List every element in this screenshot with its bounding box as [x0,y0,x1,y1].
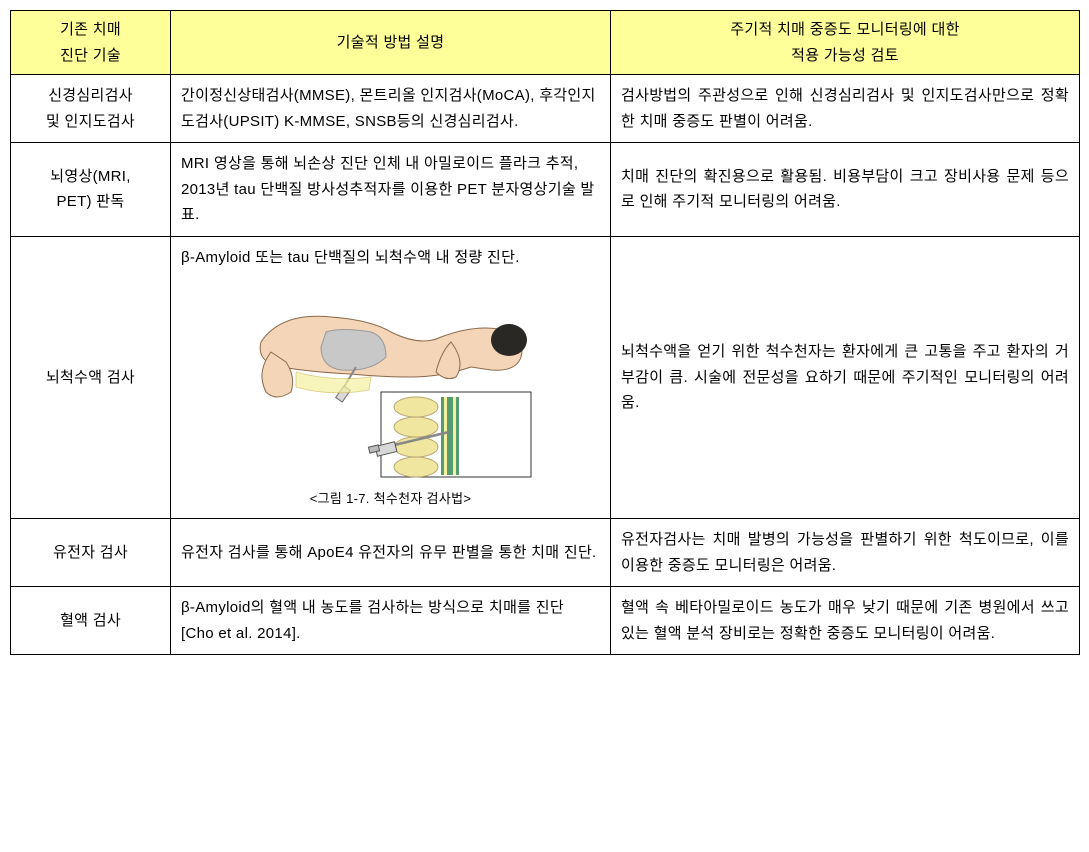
row-review: 혈액 속 베타아밀로이드 농도가 매우 낮기 때문에 기존 병원에서 쓰고 있는… [611,587,1080,655]
header-applicability: 주기적 치매 중증도 모니터링에 대한 적용 가능성 검토 [611,11,1080,75]
review-text: 치매 진단의 확진용으로 활용됨. 비용부담이 크고 장비사용 문제 등으로 인… [621,168,1069,211]
table-row: 유전자 검사 유전자 검사를 통해 ApoE4 유전자의 유무 판별을 통한 치… [11,519,1080,587]
header-text: 기술적 방법 설명 [337,34,445,51]
row-desc: β-Amyloid 또는 tau 단백질의 뇌척수액 내 정량 진단. [171,236,611,519]
label-text: PET) 판독 [56,193,124,210]
label-text: 신경심리검사 [48,87,133,104]
header-text: 적용 가능성 검토 [791,47,899,64]
header-existing-tech: 기존 치매 진단 기술 [11,11,171,75]
table-row: 혈액 검사 β-Amyloid의 혈액 내 농도를 검사하는 방식으로 치매를 … [11,587,1080,655]
label-text: 및 인지도검사 [46,113,135,130]
label-text: 유전자 검사 [53,544,128,561]
table-row: 뇌영상(MRI, PET) 판독 MRI 영상을 통해 뇌손상 진단 인체 내 … [11,143,1080,237]
figure-caption: <그림 1-7. 척수천자 검사법> [241,488,541,510]
lumbar-puncture-illustration [241,282,541,482]
row-desc: 유전자 검사를 통해 ApoE4 유전자의 유무 판별을 통한 치매 진단. [171,519,611,587]
header-text: 기존 치매 [60,21,121,38]
row-label: 뇌영상(MRI, PET) 판독 [11,143,171,237]
table-row: 신경심리검사 및 인지도검사 간이정신상태검사(MMSE), 몬트리올 인지검사… [11,75,1080,143]
row-desc: 간이정신상태검사(MMSE), 몬트리올 인지검사(MoCA), 후각인지도검사… [171,75,611,143]
table-row: 뇌척수액 검사 β-Amyloid 또는 tau 단백질의 뇌척수액 내 정량 … [11,236,1080,519]
label-text: 혈액 검사 [60,612,121,629]
desc-text: MRI 영상을 통해 뇌손상 진단 인체 내 아밀로이드 플라크 추적, 201… [181,155,595,223]
header-text: 주기적 치매 중증도 모니터링에 대한 [730,21,959,38]
row-review: 유전자검사는 치매 발병의 가능성을 판별하기 위한 척도이므로, 이를 이용한… [611,519,1080,587]
desc-text: β-Amyloid의 혈액 내 농도를 검사하는 방식으로 치매를 진단 [Ch… [181,599,564,642]
row-label: 뇌척수액 검사 [11,236,171,519]
label-text: 뇌척수액 검사 [46,369,135,386]
row-desc: β-Amyloid의 혈액 내 농도를 검사하는 방식으로 치매를 진단 [Ch… [171,587,611,655]
table-header-row: 기존 치매 진단 기술 기술적 방법 설명 주기적 치매 중증도 모니터링에 대… [11,11,1080,75]
header-text: 진단 기술 [60,47,121,64]
header-method-desc: 기술적 방법 설명 [171,11,611,75]
row-review: 검사방법의 주관성으로 인해 신경심리검사 및 인지도검사만으로 정확한 치매 … [611,75,1080,143]
row-review: 뇌척수액을 얻기 위한 척수천자는 환자에게 큰 고통을 주고 환자의 거부감이… [611,236,1080,519]
label-text: 뇌영상(MRI, [50,168,130,185]
review-text: 혈액 속 베타아밀로이드 농도가 매우 낮기 때문에 기존 병원에서 쓰고 있는… [621,599,1069,642]
desc-text: 유전자 검사를 통해 ApoE4 유전자의 유무 판별을 통한 치매 진단. [181,544,597,561]
review-text: 유전자검사는 치매 발병의 가능성을 판별하기 위한 척도이므로, 이를 이용한… [621,531,1069,574]
row-review: 치매 진단의 확진용으로 활용됨. 비용부담이 크고 장비사용 문제 등으로 인… [611,143,1080,237]
lumbar-puncture-figure: <그림 1-7. 척수천자 검사법> [241,282,541,510]
desc-text: β-Amyloid 또는 tau 단백질의 뇌척수액 내 정량 진단. [181,245,600,271]
review-text: 뇌척수액을 얻기 위한 척수천자는 환자에게 큰 고통을 주고 환자의 거부감이… [621,343,1069,411]
row-desc: MRI 영상을 통해 뇌손상 진단 인체 내 아밀로이드 플라크 추적, 201… [171,143,611,237]
row-label: 신경심리검사 및 인지도검사 [11,75,171,143]
row-label: 혈액 검사 [11,587,171,655]
review-text: 검사방법의 주관성으로 인해 신경심리검사 및 인지도검사만으로 정확한 치매 … [621,87,1069,130]
row-label: 유전자 검사 [11,519,171,587]
desc-text: 간이정신상태검사(MMSE), 몬트리올 인지검사(MoCA), 후각인지도검사… [181,87,596,130]
dementia-diagnosis-table: 기존 치매 진단 기술 기술적 방법 설명 주기적 치매 중증도 모니터링에 대… [10,10,1080,655]
